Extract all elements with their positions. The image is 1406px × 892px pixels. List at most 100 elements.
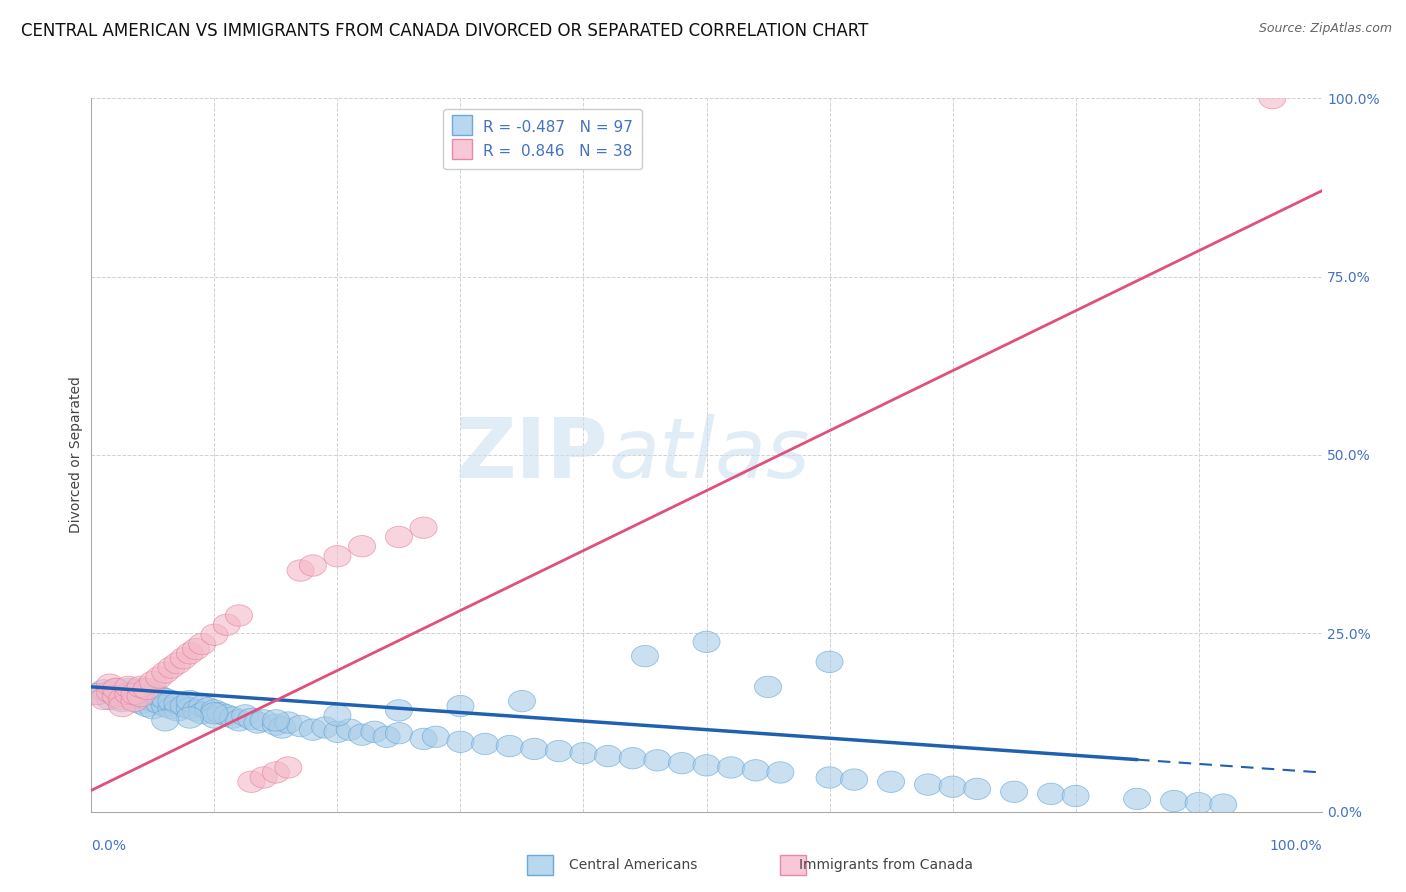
Legend: R = -0.487   N = 97, R =  0.846   N = 38: R = -0.487 N = 97, R = 0.846 N = 38 bbox=[443, 110, 643, 169]
Ellipse shape bbox=[121, 683, 148, 705]
Ellipse shape bbox=[1001, 781, 1028, 803]
Ellipse shape bbox=[509, 690, 536, 712]
Text: ZIP: ZIP bbox=[456, 415, 607, 495]
Ellipse shape bbox=[139, 698, 166, 719]
Ellipse shape bbox=[176, 706, 204, 728]
Ellipse shape bbox=[263, 714, 290, 735]
Ellipse shape bbox=[201, 703, 228, 724]
Ellipse shape bbox=[84, 683, 111, 705]
Ellipse shape bbox=[108, 696, 135, 717]
Ellipse shape bbox=[96, 674, 124, 696]
Text: Immigrants from Canada: Immigrants from Canada bbox=[799, 858, 973, 872]
Ellipse shape bbox=[323, 721, 352, 742]
Text: Central Americans: Central Americans bbox=[568, 858, 697, 872]
Ellipse shape bbox=[1185, 792, 1212, 814]
Ellipse shape bbox=[225, 710, 253, 731]
Ellipse shape bbox=[1209, 794, 1237, 815]
Ellipse shape bbox=[219, 706, 246, 728]
Ellipse shape bbox=[108, 690, 135, 712]
Ellipse shape bbox=[385, 723, 412, 744]
Ellipse shape bbox=[245, 712, 271, 733]
Ellipse shape bbox=[146, 685, 173, 706]
Ellipse shape bbox=[170, 696, 197, 717]
FancyBboxPatch shape bbox=[527, 855, 553, 875]
Ellipse shape bbox=[520, 739, 548, 760]
Ellipse shape bbox=[263, 762, 290, 783]
Ellipse shape bbox=[411, 728, 437, 749]
Ellipse shape bbox=[422, 726, 450, 747]
Ellipse shape bbox=[939, 776, 966, 797]
Ellipse shape bbox=[385, 699, 412, 721]
Ellipse shape bbox=[176, 690, 204, 712]
Ellipse shape bbox=[595, 746, 621, 767]
Ellipse shape bbox=[644, 749, 671, 771]
Ellipse shape bbox=[323, 705, 352, 726]
Ellipse shape bbox=[188, 703, 215, 724]
Ellipse shape bbox=[447, 696, 474, 717]
Ellipse shape bbox=[471, 733, 499, 755]
Ellipse shape bbox=[815, 651, 844, 673]
Ellipse shape bbox=[127, 685, 155, 706]
Ellipse shape bbox=[668, 753, 696, 774]
Ellipse shape bbox=[411, 517, 437, 539]
Ellipse shape bbox=[115, 683, 142, 705]
Ellipse shape bbox=[349, 535, 375, 557]
Ellipse shape bbox=[152, 696, 179, 717]
Ellipse shape bbox=[631, 646, 658, 667]
Ellipse shape bbox=[139, 683, 166, 705]
Ellipse shape bbox=[127, 676, 155, 698]
Ellipse shape bbox=[336, 719, 363, 740]
Ellipse shape bbox=[152, 710, 179, 731]
Ellipse shape bbox=[170, 648, 197, 669]
Ellipse shape bbox=[103, 685, 129, 706]
Ellipse shape bbox=[127, 678, 155, 699]
Ellipse shape bbox=[152, 662, 179, 683]
Ellipse shape bbox=[742, 760, 769, 781]
Ellipse shape bbox=[914, 774, 942, 796]
Ellipse shape bbox=[877, 771, 904, 792]
Ellipse shape bbox=[121, 690, 148, 712]
Ellipse shape bbox=[183, 699, 209, 721]
Y-axis label: Divorced or Separated: Divorced or Separated bbox=[69, 376, 83, 533]
Ellipse shape bbox=[349, 724, 375, 746]
Ellipse shape bbox=[103, 678, 129, 699]
Ellipse shape bbox=[963, 778, 991, 799]
Ellipse shape bbox=[755, 676, 782, 698]
Ellipse shape bbox=[1062, 785, 1090, 806]
Ellipse shape bbox=[96, 689, 124, 710]
Ellipse shape bbox=[183, 639, 209, 660]
Ellipse shape bbox=[134, 696, 160, 717]
Ellipse shape bbox=[146, 667, 173, 689]
Ellipse shape bbox=[134, 678, 160, 699]
Ellipse shape bbox=[238, 771, 264, 792]
Ellipse shape bbox=[108, 681, 135, 703]
Ellipse shape bbox=[121, 689, 148, 710]
Ellipse shape bbox=[299, 555, 326, 576]
Ellipse shape bbox=[214, 705, 240, 726]
Ellipse shape bbox=[84, 683, 111, 705]
Ellipse shape bbox=[323, 546, 352, 567]
Ellipse shape bbox=[447, 731, 474, 753]
Ellipse shape bbox=[232, 705, 259, 726]
Ellipse shape bbox=[225, 605, 253, 626]
Ellipse shape bbox=[385, 526, 412, 548]
Ellipse shape bbox=[841, 769, 868, 790]
Ellipse shape bbox=[115, 676, 142, 698]
Ellipse shape bbox=[569, 742, 598, 764]
Ellipse shape bbox=[188, 633, 215, 655]
Ellipse shape bbox=[201, 624, 228, 646]
FancyBboxPatch shape bbox=[780, 855, 806, 875]
Text: 100.0%: 100.0% bbox=[1270, 838, 1322, 853]
Ellipse shape bbox=[165, 653, 191, 674]
Ellipse shape bbox=[269, 717, 295, 739]
Ellipse shape bbox=[188, 696, 215, 717]
Ellipse shape bbox=[693, 755, 720, 776]
Ellipse shape bbox=[1258, 87, 1286, 109]
Ellipse shape bbox=[1038, 783, 1064, 805]
Ellipse shape bbox=[201, 699, 228, 721]
Ellipse shape bbox=[176, 698, 204, 719]
Ellipse shape bbox=[103, 685, 129, 706]
Text: CENTRAL AMERICAN VS IMMIGRANTS FROM CANADA DIVORCED OR SEPARATED CORRELATION CHA: CENTRAL AMERICAN VS IMMIGRANTS FROM CANA… bbox=[21, 22, 869, 40]
Ellipse shape bbox=[157, 657, 186, 678]
Ellipse shape bbox=[250, 767, 277, 789]
